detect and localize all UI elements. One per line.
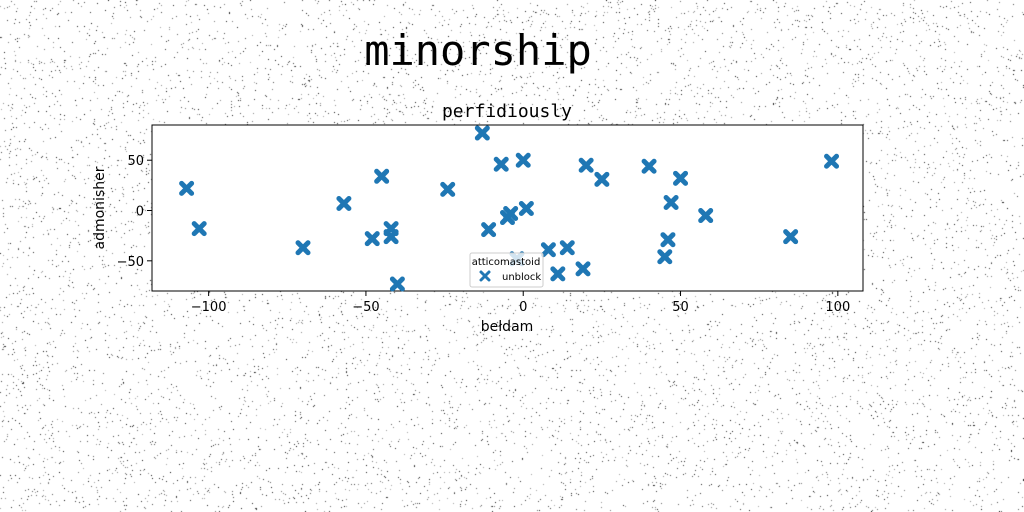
scatter-point [515, 152, 531, 168]
scatter-point [295, 240, 311, 256]
legend-marker [479, 270, 491, 282]
scatter-point [503, 206, 519, 222]
scatter-point [383, 229, 399, 245]
legend-entry-label: unblock [502, 272, 541, 283]
x-tick-label: 0 [519, 300, 527, 315]
y-axis: −50 0 50 [117, 154, 152, 270]
scatter-point [550, 266, 566, 282]
x-axis-label: bełdam [481, 319, 534, 335]
scatter-point [493, 156, 509, 172]
x-tick-label: 100 [825, 300, 850, 315]
scatter-point [540, 242, 556, 258]
scatter-point [481, 222, 497, 238]
scatter-point [191, 221, 207, 237]
scatter-point [660, 232, 676, 248]
scatter-point [440, 181, 456, 197]
scatter-point [578, 157, 594, 173]
scatter-point [657, 249, 673, 265]
plot-title: perfidiously [442, 101, 572, 122]
scatter-point [663, 194, 679, 210]
scatter-point [559, 240, 575, 256]
scatter-point [673, 170, 689, 186]
scatter-point [518, 201, 534, 217]
legend-title: atticomastoid [472, 257, 541, 268]
y-tick-label: 0 [136, 205, 144, 220]
scatter-point [824, 153, 840, 169]
legend: atticomastoid unblock [469, 252, 544, 288]
scatter-point [336, 195, 352, 211]
scatter-point [179, 180, 195, 196]
scatter-point [474, 125, 490, 141]
x-tick-label: 50 [672, 300, 689, 315]
y-axis-label: admonisher [92, 166, 108, 249]
scatter-point [364, 231, 380, 247]
scatter-point [698, 208, 714, 224]
scatter-point [641, 158, 657, 174]
x-axis: −100 −50 0 50 100 [191, 291, 850, 315]
y-tick-label: −50 [117, 255, 144, 270]
scatter-point [575, 261, 591, 277]
x-tick-label: −50 [352, 300, 379, 315]
x-tick-label: −100 [191, 300, 227, 315]
data-points [179, 125, 840, 292]
figure-title: minorship [364, 26, 592, 75]
y-tick-label: 50 [127, 154, 144, 169]
scatter-point [389, 276, 405, 292]
scatter-point [374, 168, 390, 184]
scatter-point [783, 229, 799, 245]
scatter-point [594, 171, 610, 187]
